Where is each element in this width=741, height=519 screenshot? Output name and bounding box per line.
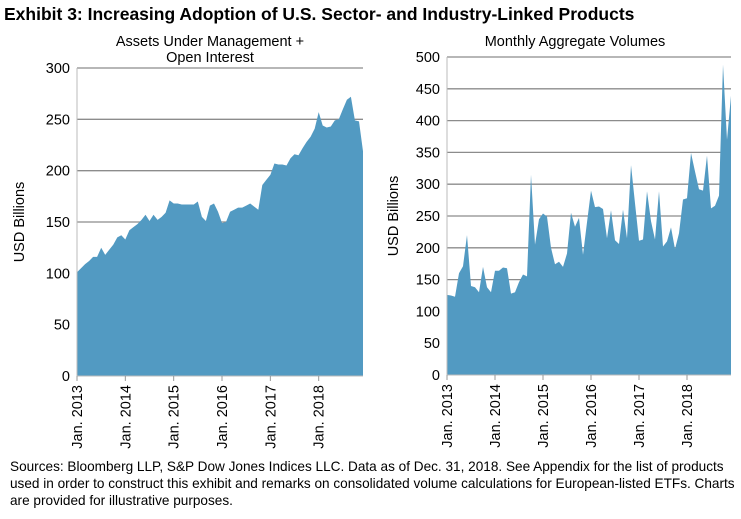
x-tick-label: Jan. 2013 [440,384,456,448]
chart-title: Open Interest [166,50,254,66]
y-tick-label: 50 [54,318,70,334]
y-tick-label: 100 [416,304,440,320]
y-tick-label: 200 [416,241,440,257]
y-tick-label: 150 [416,273,440,289]
volume-chart: 0 50 100 150 200 250 300 350 400 450 500 Jan. 2013 J… [386,34,731,448]
y-tick-label: 450 [416,82,440,98]
exhibit-title: Exhibit 3: Increasing Adoption of U.S. S… [4,4,635,24]
x-tick-label: Jan. 2014 [118,385,134,449]
aum-chart: 0 50 100 150 200 250 300 Jan. 2013 Jan. 2014 Jan.… [12,34,363,449]
x-tick-label: Jan. 2015 [536,384,552,448]
x-tick-label: Jan. 2016 [215,385,231,449]
chart-title: Assets Under Management + [116,34,304,50]
source-note: Sources: Bloomberg LLP, S&P Dow Jones In… [10,459,735,508]
x-tick-label: Jan. 2018 [680,384,696,448]
y-tick-label: 300 [46,61,70,77]
y-tick-label: 250 [46,112,70,128]
x-tick-label: Jan. 2018 [312,385,328,449]
y-tick-label: 250 [416,209,440,225]
y-axis-label: USD Billions [12,182,28,263]
y-axis-label: USD Billions [386,176,402,257]
y-tick-label: 50 [424,336,440,352]
area-series [447,64,731,375]
x-tick-label: Jan. 2014 [488,384,504,448]
y-tick-label: 300 [416,177,440,193]
y-tick-label: 400 [416,114,440,130]
x-tick-label: Jan. 2017 [263,385,279,449]
y-tick-label: 200 [46,164,70,180]
x-tick-label: Jan. 2013 [70,385,86,449]
x-tick-label: Jan. 2016 [584,384,600,448]
chart-title: Monthly Aggregate Volumes [485,34,666,50]
y-tick-label: 0 [62,369,70,385]
y-tick-label: 100 [46,266,70,282]
y-tick-label: 500 [416,50,440,66]
x-tick-label: Jan. 2017 [632,384,648,448]
y-tick-label: 150 [46,215,70,231]
y-tick-label: 0 [432,368,440,384]
area-series [77,96,363,376]
y-tick-label: 350 [416,145,440,161]
x-tick-label: Jan. 2015 [167,385,183,449]
